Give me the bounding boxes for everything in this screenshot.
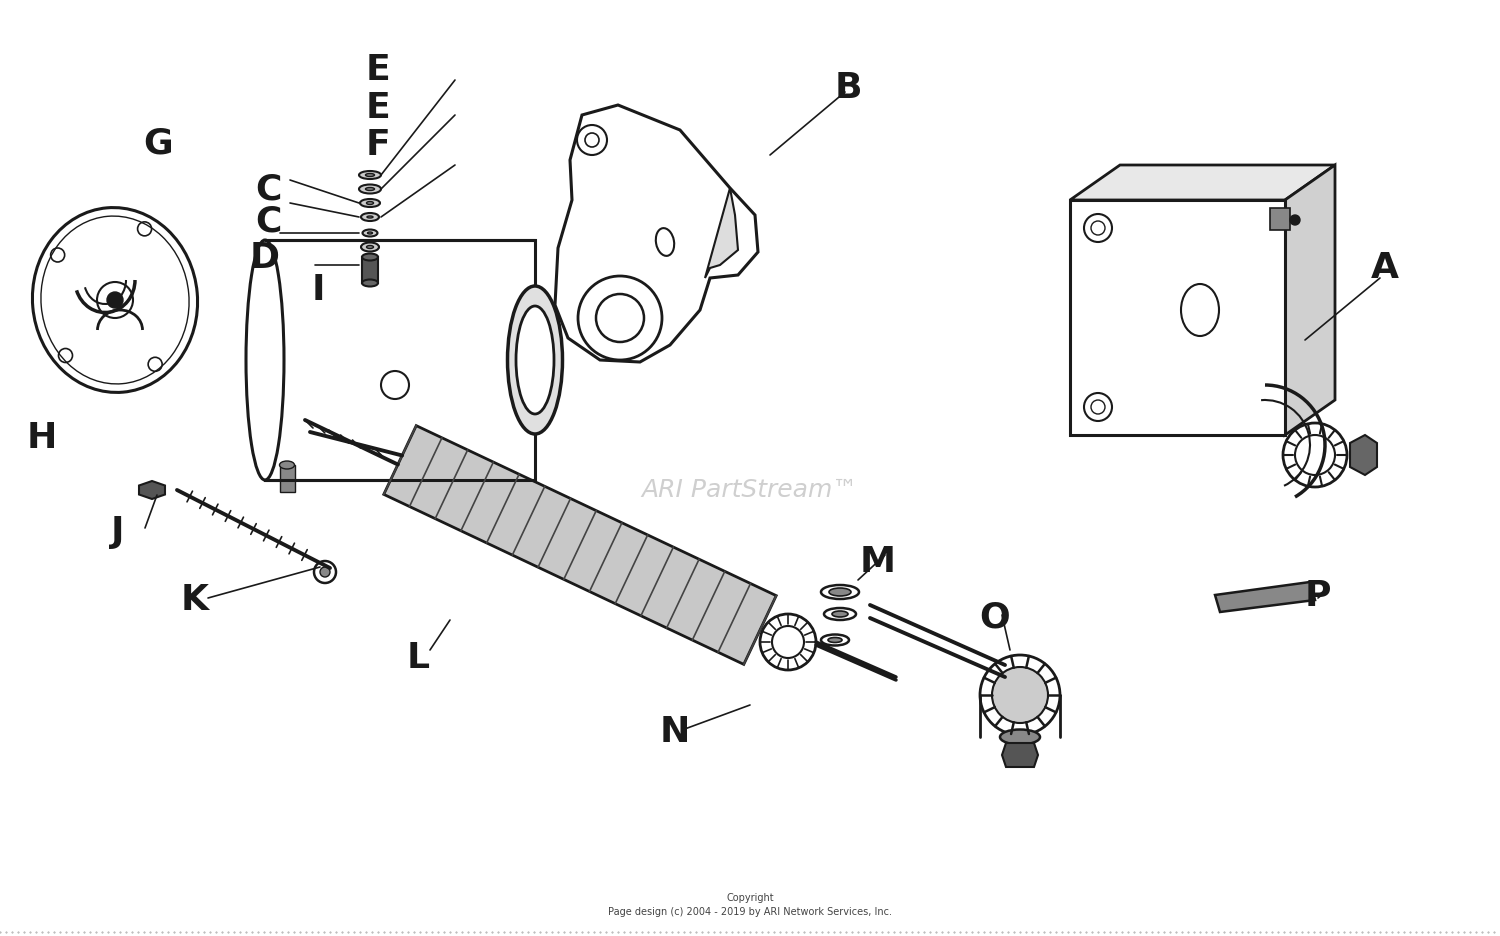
- Ellipse shape: [366, 173, 375, 177]
- Ellipse shape: [833, 611, 848, 617]
- Text: D: D: [251, 241, 280, 275]
- Ellipse shape: [516, 306, 554, 414]
- Ellipse shape: [1000, 688, 1039, 703]
- Ellipse shape: [358, 171, 381, 179]
- Ellipse shape: [362, 242, 380, 252]
- Polygon shape: [280, 465, 296, 492]
- Text: G: G: [142, 126, 172, 160]
- Polygon shape: [1215, 582, 1316, 612]
- Ellipse shape: [246, 240, 284, 480]
- Ellipse shape: [368, 216, 374, 218]
- Ellipse shape: [279, 461, 294, 469]
- Polygon shape: [1286, 165, 1335, 435]
- Text: I: I: [312, 273, 324, 307]
- Ellipse shape: [366, 201, 374, 204]
- Ellipse shape: [362, 254, 378, 260]
- Circle shape: [106, 292, 123, 308]
- Circle shape: [992, 667, 1048, 723]
- Text: C: C: [255, 205, 280, 239]
- Ellipse shape: [821, 585, 860, 599]
- Text: N: N: [660, 715, 690, 749]
- Text: M: M: [859, 545, 895, 579]
- Ellipse shape: [360, 199, 380, 207]
- Text: P: P: [1305, 579, 1332, 613]
- Ellipse shape: [821, 635, 849, 646]
- Text: ARI PartStream™: ARI PartStream™: [642, 478, 858, 502]
- Ellipse shape: [507, 286, 562, 434]
- Ellipse shape: [1000, 729, 1039, 744]
- Ellipse shape: [363, 229, 378, 237]
- Text: B: B: [834, 71, 861, 105]
- Polygon shape: [1002, 743, 1038, 767]
- Text: F: F: [366, 128, 390, 162]
- Ellipse shape: [33, 208, 198, 392]
- Polygon shape: [1350, 435, 1377, 475]
- Text: K: K: [182, 583, 209, 617]
- Polygon shape: [1070, 165, 1335, 200]
- Polygon shape: [362, 257, 378, 283]
- Ellipse shape: [828, 637, 842, 642]
- Text: A: A: [1371, 251, 1400, 285]
- Text: C: C: [255, 173, 280, 207]
- Ellipse shape: [368, 232, 372, 234]
- Polygon shape: [705, 188, 738, 278]
- Text: O: O: [980, 601, 1011, 635]
- Ellipse shape: [824, 608, 856, 620]
- Ellipse shape: [830, 588, 850, 596]
- Circle shape: [1290, 215, 1300, 225]
- Text: J: J: [111, 515, 125, 549]
- Polygon shape: [140, 481, 165, 499]
- Circle shape: [772, 626, 804, 658]
- Ellipse shape: [366, 187, 375, 191]
- Polygon shape: [384, 426, 776, 665]
- Text: E: E: [366, 53, 390, 87]
- Polygon shape: [266, 240, 536, 480]
- Polygon shape: [1270, 208, 1290, 230]
- Ellipse shape: [362, 280, 378, 286]
- Text: E: E: [366, 91, 390, 125]
- Ellipse shape: [358, 184, 381, 194]
- Polygon shape: [1070, 200, 1286, 435]
- Ellipse shape: [362, 213, 380, 221]
- Text: Copyright
Page design (c) 2004 - 2019 by ARI Network Services, Inc.: Copyright Page design (c) 2004 - 2019 by…: [608, 893, 892, 917]
- Circle shape: [320, 567, 330, 577]
- Text: L: L: [406, 641, 429, 675]
- Polygon shape: [555, 105, 758, 362]
- Ellipse shape: [366, 245, 374, 248]
- Text: H: H: [27, 421, 57, 455]
